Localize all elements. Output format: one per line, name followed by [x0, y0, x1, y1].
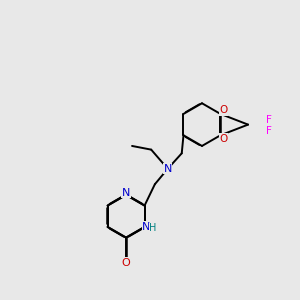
Text: O: O: [219, 105, 227, 115]
Text: H: H: [149, 223, 157, 233]
Text: O: O: [219, 134, 227, 144]
Text: F: F: [266, 115, 272, 125]
Text: N: N: [122, 188, 130, 198]
Text: N: N: [142, 222, 151, 232]
Text: F: F: [266, 126, 272, 136]
Text: O: O: [122, 258, 130, 268]
Text: N: N: [164, 164, 172, 174]
